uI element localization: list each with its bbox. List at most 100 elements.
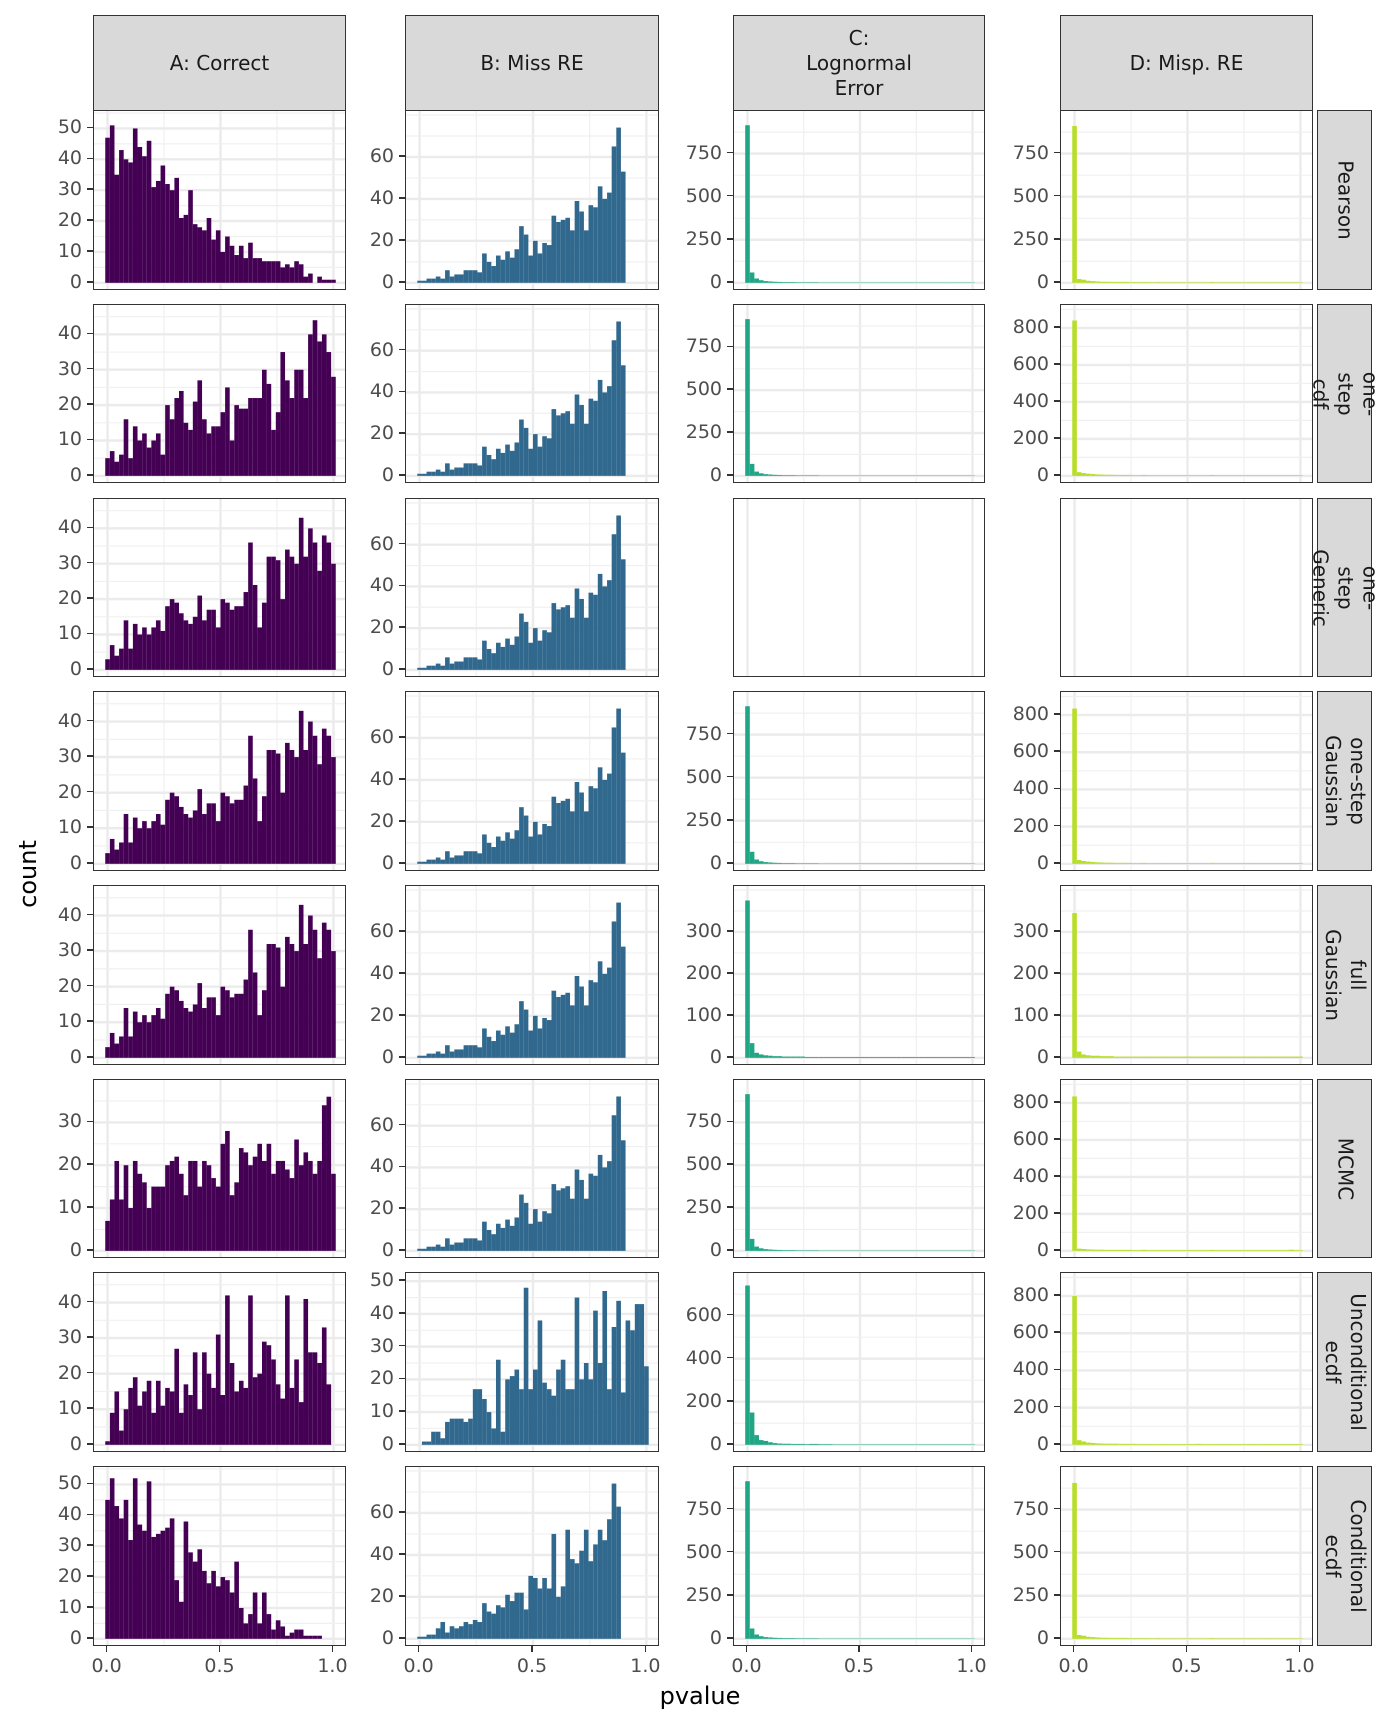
- y-tick-label: 250: [685, 421, 722, 444]
- y-tick-label: 40: [369, 1542, 394, 1565]
- histogram-bar: [1242, 1444, 1248, 1445]
- histogram-bar: [1187, 282, 1193, 283]
- histogram-bar: [308, 334, 313, 476]
- histogram-bar: [528, 1575, 533, 1639]
- histogram-bar: [109, 1199, 115, 1251]
- x-tick-mark: [331, 1646, 334, 1652]
- y-tick-label: 750: [685, 722, 722, 745]
- histogram-plot: [406, 886, 658, 1064]
- histogram-bar: [321, 279, 327, 283]
- histogram-bar: [1205, 1250, 1211, 1251]
- histogram-plot: [406, 1467, 658, 1645]
- histogram-bar: [317, 1363, 322, 1445]
- histogram-bar: [1118, 862, 1123, 864]
- histogram-bar: [1298, 1056, 1303, 1058]
- y-tick-label: 400: [1012, 1358, 1049, 1381]
- histogram-bar: [417, 667, 422, 670]
- histogram-bar: [607, 1389, 612, 1445]
- y-tick-label: 0: [1036, 851, 1049, 874]
- histogram-bar: [326, 1384, 332, 1445]
- histogram-bar: [1238, 1638, 1243, 1639]
- y-tick-mark: [87, 126, 93, 129]
- histogram-bar: [583, 811, 589, 864]
- y-tick-label: 10: [57, 1397, 82, 1420]
- histogram-bar: [781, 1056, 787, 1058]
- y-tick-mark: [1054, 1014, 1060, 1016]
- histogram-bar: [169, 599, 175, 670]
- histogram-bar: [1279, 1056, 1285, 1058]
- histogram-bar: [229, 245, 235, 283]
- histogram-bar: [132, 1160, 138, 1251]
- histogram-bar: [565, 411, 571, 476]
- y-tick-label: 30: [57, 745, 82, 768]
- histogram-bar: [114, 849, 120, 864]
- histogram-bar: [1265, 1638, 1271, 1639]
- histogram-bar: [1275, 1444, 1280, 1445]
- histogram-bar: [174, 602, 180, 670]
- y-tick-mark: [87, 949, 93, 951]
- histogram-bar: [1284, 1444, 1289, 1445]
- histogram-bar: [426, 1246, 432, 1251]
- histogram-bar: [486, 261, 492, 283]
- histogram-bar: [583, 423, 589, 476]
- histogram-bar: [1293, 1638, 1299, 1639]
- histogram-bar: [781, 282, 787, 283]
- histogram-bar: [772, 862, 778, 864]
- histogram-bar: [1252, 863, 1257, 864]
- histogram-bar: [1205, 1056, 1211, 1058]
- histogram-bar: [1196, 1056, 1202, 1058]
- histogram-bar: [533, 821, 538, 864]
- histogram-bar: [179, 390, 184, 476]
- histogram-bar: [202, 814, 207, 864]
- histogram-bar: [878, 1056, 883, 1058]
- y-tick-label: 20: [57, 587, 82, 610]
- histogram-bar: [1081, 1249, 1087, 1251]
- histogram-bar: [294, 1359, 299, 1445]
- histogram-bar: [109, 1412, 115, 1445]
- histogram-bar: [570, 617, 575, 670]
- y-tick-mark: [727, 151, 733, 154]
- histogram-bar: [308, 1635, 313, 1639]
- histogram-bar: [786, 1250, 792, 1251]
- histogram-bar: [1178, 1250, 1183, 1251]
- histogram-bar: [1127, 474, 1133, 476]
- histogram-bar: [1284, 1056, 1289, 1058]
- panel-a-pearson: [93, 110, 346, 290]
- histogram-bar: [509, 1376, 515, 1445]
- histogram-bar: [238, 245, 244, 283]
- histogram-bar: [1141, 474, 1147, 476]
- histogram-bar: [1196, 1250, 1202, 1251]
- histogram-bar: [463, 1045, 469, 1058]
- panel-d-cond-ecdf: [1060, 1466, 1313, 1646]
- histogram-bar: [551, 796, 557, 864]
- histogram-bar: [326, 1096, 332, 1251]
- histogram-bar: [556, 221, 561, 283]
- histogram-bar: [298, 264, 304, 283]
- histogram-bar: [298, 1629, 304, 1639]
- histogram-bar: [1270, 1250, 1276, 1251]
- histogram-bar: [1146, 863, 1151, 864]
- row-strip-label: Conditional ecdf: [1320, 1499, 1370, 1613]
- histogram-bar: [800, 1443, 805, 1445]
- histogram-bar: [119, 1036, 124, 1058]
- histogram-bar: [570, 423, 575, 476]
- histogram-bar: [1113, 474, 1119, 476]
- y-tick-mark: [1054, 1507, 1060, 1510]
- histogram-bar: [169, 1391, 175, 1445]
- histogram-bar: [206, 217, 212, 283]
- histogram-bar: [1155, 475, 1160, 476]
- histogram-bar: [1275, 1250, 1280, 1251]
- panel-c-pearson: [733, 110, 985, 290]
- histogram-bar: [1109, 862, 1114, 864]
- histogram-bar: [234, 1182, 239, 1251]
- histogram-bar: [551, 1533, 557, 1639]
- histogram-bar: [317, 341, 322, 476]
- histogram-bar: [495, 1030, 501, 1058]
- histogram-bar: [1238, 1250, 1243, 1251]
- histogram-bar: [123, 419, 129, 476]
- histogram-bar: [463, 1622, 469, 1639]
- histogram-bar: [165, 993, 170, 1058]
- histogram-bar: [206, 1583, 212, 1639]
- y-tick-mark: [399, 862, 405, 864]
- histogram-bar: [556, 1596, 561, 1639]
